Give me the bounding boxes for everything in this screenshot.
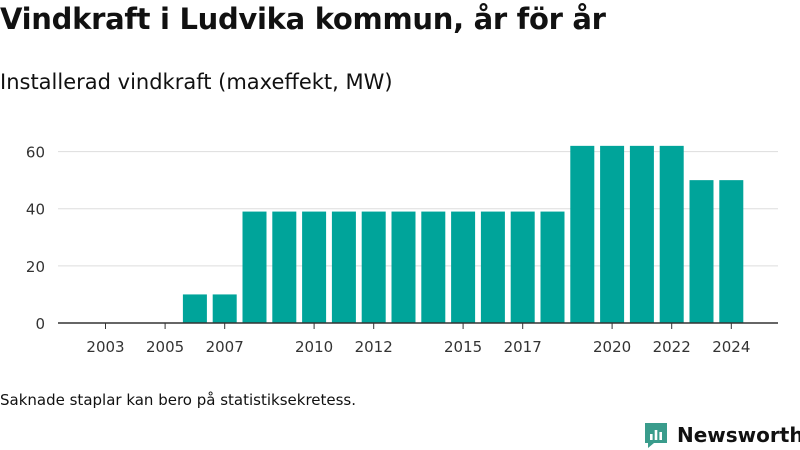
bar-2014 xyxy=(421,211,446,323)
bar-2013 xyxy=(391,211,416,323)
bar-2024 xyxy=(719,180,744,323)
bar-2019 xyxy=(570,145,595,323)
x-tick-label: 2005 xyxy=(146,338,184,356)
bar-2007 xyxy=(212,294,237,323)
x-axis-ticks: 2003 2005 2007 2010 2012 2015 2017 2020 2022 2024 xyxy=(86,323,750,356)
bar-2020 xyxy=(600,145,625,323)
x-tick-label: 2003 xyxy=(86,338,124,356)
newsworthy-brand: Newsworthy xyxy=(643,420,800,450)
bar-2023 xyxy=(689,180,714,323)
bars xyxy=(182,145,744,323)
bar-2008 xyxy=(242,211,267,323)
chart-title: Vindkraft i Ludvika kommun, år för år xyxy=(0,2,606,36)
gridlines xyxy=(58,151,778,267)
x-tick-label: 2012 xyxy=(355,338,393,356)
y-tick-label: 0 xyxy=(35,315,45,333)
chart-subtitle: Installerad vindkraft (maxeffekt, MW) xyxy=(0,70,393,94)
y-tick-label: 60 xyxy=(26,144,45,162)
y-tick-label: 20 xyxy=(26,258,45,276)
x-tick-label: 2022 xyxy=(653,338,691,356)
x-tick-label: 2020 xyxy=(593,338,631,356)
footnote: Saknade staplar kan bero på statistiksek… xyxy=(0,391,357,409)
bar-chart: 0 20 40 60 2003 2005 2007 2010 2012 2015 2017 2020… xyxy=(26,144,778,356)
x-tick-label: 2007 xyxy=(206,338,244,356)
bar-2018 xyxy=(540,211,565,323)
bar-2017 xyxy=(510,211,535,323)
x-tick-label: 2024 xyxy=(712,338,750,356)
x-tick-label: 2017 xyxy=(504,338,542,356)
x-tick-label: 2015 xyxy=(444,338,482,356)
bar-2006 xyxy=(182,294,207,323)
bar-2010 xyxy=(302,211,327,323)
bar-2009 xyxy=(272,211,297,323)
y-tick-label: 40 xyxy=(26,201,45,219)
bar-2016 xyxy=(480,211,505,323)
bar-2022 xyxy=(659,145,684,323)
bar-2012 xyxy=(361,211,386,323)
bar-2015 xyxy=(451,211,476,323)
bar-2021 xyxy=(629,145,654,323)
bar-2011 xyxy=(331,211,356,323)
x-tick-label: 2010 xyxy=(295,338,333,356)
newsworthy-logo-icon xyxy=(645,423,667,448)
brand-name: Newsworthy xyxy=(677,423,800,447)
y-axis-tick-labels: 0 20 40 60 xyxy=(26,144,45,333)
